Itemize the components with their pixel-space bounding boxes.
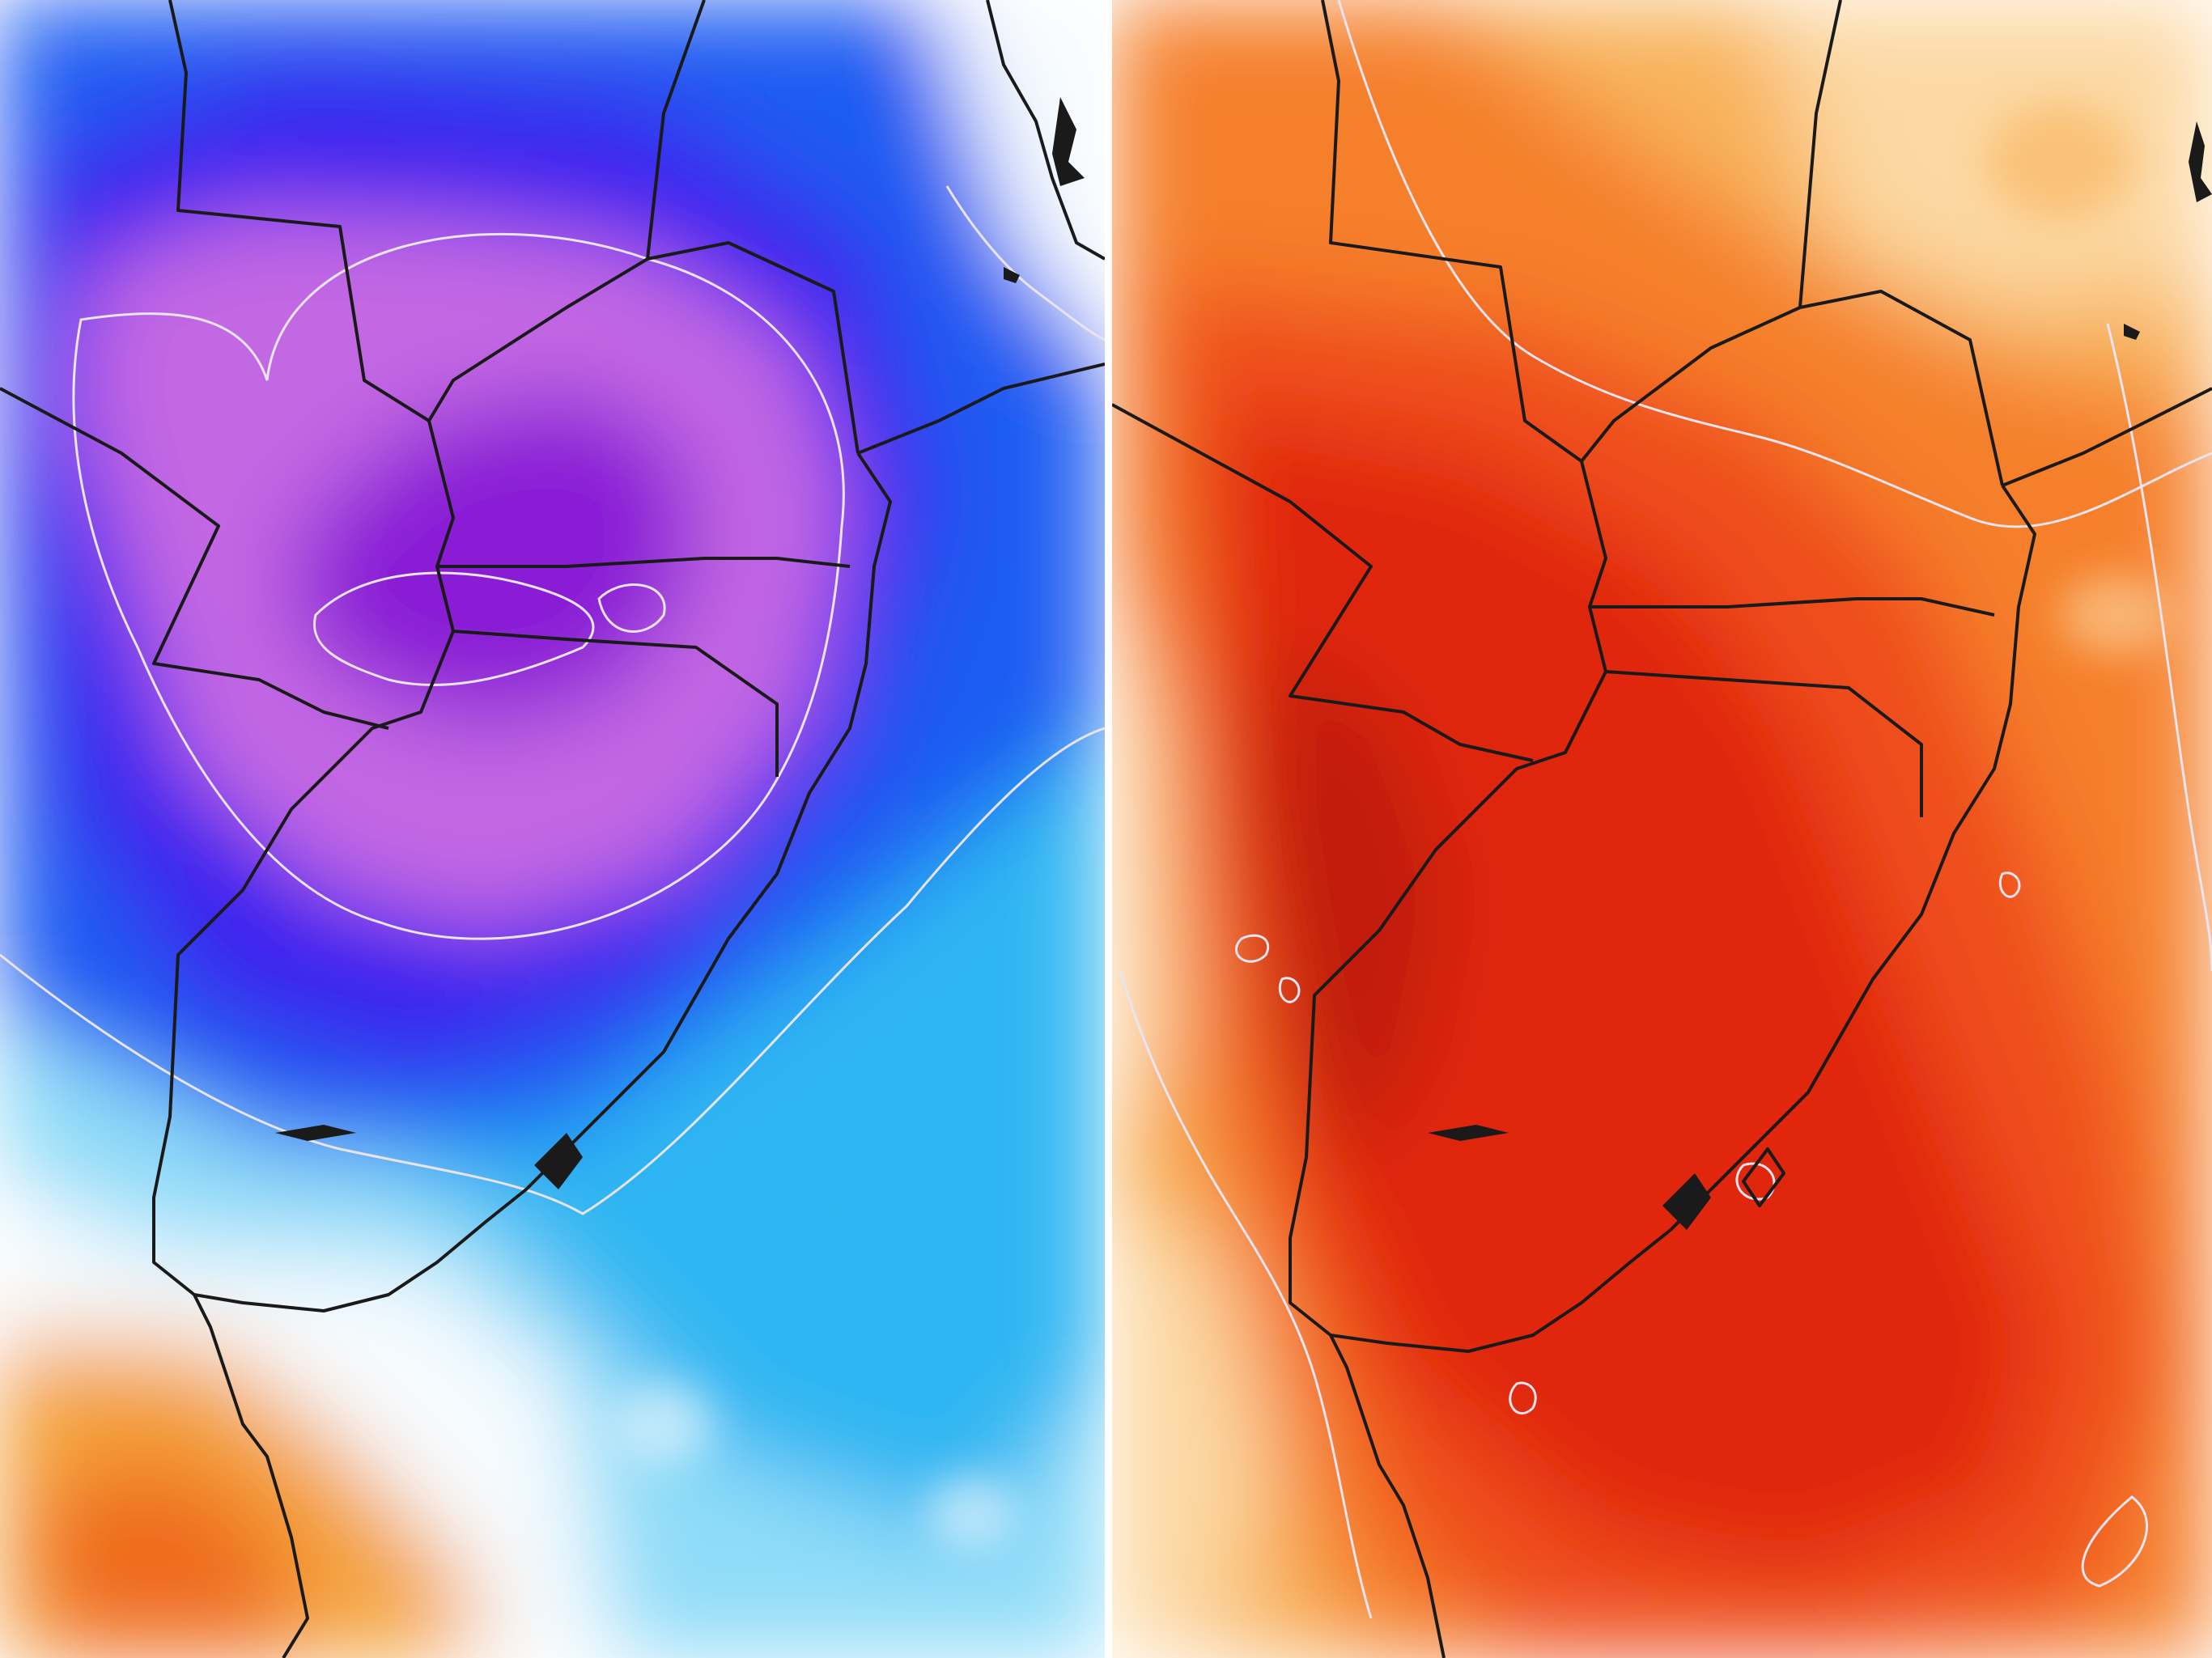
warm-anomaly-map [1112, 0, 2212, 1658]
left-map-panel [0, 0, 1105, 1658]
panel-divider [1105, 0, 1112, 1658]
left-contour-lines [0, 185, 1105, 1215]
cold-anomaly-map [0, 0, 1105, 1658]
right-color-field [1112, 0, 2212, 1658]
right-contour-lines [1119, 0, 2212, 1619]
left-color-field [0, 0, 1105, 1658]
right-map-panel [1112, 0, 2212, 1658]
left-border-lines [0, 0, 1105, 1658]
right-lake-shapes [1428, 121, 2212, 1230]
right-border-lines [1112, 0, 2212, 1658]
left-lake-shapes [275, 97, 1085, 1189]
